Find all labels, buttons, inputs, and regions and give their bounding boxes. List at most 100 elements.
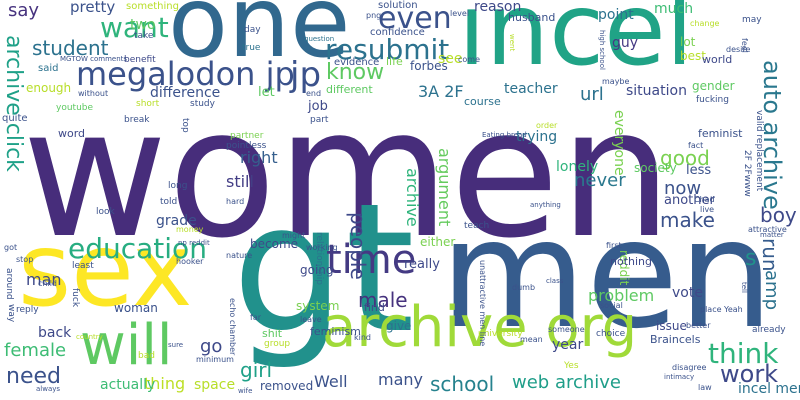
- word-teacher: teacher: [504, 81, 558, 97]
- word-actually: actually: [100, 377, 156, 393]
- word-life: life: [386, 55, 403, 68]
- word-attractive: attractive: [748, 225, 787, 234]
- word-3a-2f: 3A 2F: [418, 82, 464, 101]
- word-break: break: [124, 115, 150, 125]
- word-pointless: pointless: [226, 141, 267, 151]
- word-leave: leave: [300, 315, 322, 324]
- word-everyone: everyone: [611, 110, 627, 176]
- word-jp: jp: [290, 55, 322, 95]
- word-disagree: disagree: [672, 363, 707, 372]
- word-confidence: confidence: [370, 27, 425, 38]
- word-will: will: [80, 313, 173, 378]
- word-man: man: [26, 270, 62, 289]
- word-job: job: [308, 99, 328, 114]
- word-law: law: [698, 383, 712, 392]
- word-make: make: [660, 208, 715, 232]
- word-work: work: [720, 360, 779, 388]
- word-thing: thing: [144, 374, 186, 393]
- word-end: end: [306, 89, 322, 98]
- word-take: take: [134, 31, 154, 41]
- word-place: place: [700, 305, 722, 314]
- word-space: space: [194, 377, 236, 393]
- word-high-school: high school: [598, 30, 606, 70]
- word-men: men: [440, 188, 774, 362]
- word-male: male: [358, 288, 408, 312]
- word-youtube: youtube: [56, 103, 94, 113]
- word-give: give: [386, 319, 412, 333]
- word-anything: anything: [530, 201, 561, 209]
- word-partner: partner: [230, 131, 264, 141]
- word-long: long: [168, 181, 188, 191]
- word-gender: gender: [692, 79, 735, 93]
- word-never: never: [574, 170, 626, 191]
- word-vote: vote: [672, 285, 703, 301]
- word-archive-org: archive org: [322, 295, 638, 360]
- word-class: class: [546, 277, 564, 285]
- word-nothing: nothing: [610, 255, 652, 268]
- word-stop: stop: [16, 255, 34, 264]
- word-maybe: maybe: [602, 77, 630, 86]
- word-pretty: pretty: [70, 0, 116, 16]
- word-reply: reply: [16, 305, 39, 315]
- word-many: many: [378, 370, 423, 389]
- word-something: something: [126, 1, 179, 12]
- word-auto-archive: auto archive: [758, 60, 786, 210]
- word-yes: Yes: [564, 361, 579, 371]
- word-going: going: [300, 263, 334, 277]
- word-went: went: [508, 34, 516, 52]
- word-trying: trying: [516, 129, 558, 145]
- word-megalodon-jp: megalodon jp: [76, 55, 295, 93]
- word-np-reddit: np reddit: [178, 239, 210, 247]
- word-part: part: [310, 115, 329, 125]
- word-already: already: [752, 325, 786, 335]
- word-top: top: [180, 118, 190, 133]
- word-eating-bread: Eating bread: [482, 131, 527, 139]
- word-resubmit: resubmit: [325, 33, 450, 66]
- word-feminist: feminist: [698, 127, 743, 140]
- word-lot: lot: [680, 35, 696, 49]
- word-boy: boy: [760, 203, 797, 227]
- word-fact: fact: [688, 141, 704, 150]
- word-feminism: feminism: [310, 325, 361, 338]
- word-child: child: [38, 279, 57, 288]
- word-matter: matter: [760, 231, 784, 239]
- word-course: course: [464, 95, 501, 108]
- word-teach: teach: [464, 221, 490, 231]
- word-gt: gt: [232, 165, 415, 372]
- word-incel: incel: [458, 0, 694, 88]
- word-s: s: [745, 246, 757, 271]
- word-go: go: [200, 336, 223, 357]
- word-issue: issue: [656, 319, 687, 333]
- word-less: less: [686, 163, 712, 178]
- word-back: back: [38, 325, 72, 341]
- word-forbes: forbes: [410, 59, 448, 73]
- word-social: social: [600, 301, 623, 310]
- word-come: come: [458, 55, 481, 64]
- word-well: Well: [314, 372, 348, 391]
- word-right: right: [240, 148, 278, 167]
- word-mgtow-comments: MGTOW comments: [60, 55, 128, 63]
- word-hooker: hooker: [176, 257, 204, 266]
- word-word: word: [58, 127, 86, 140]
- word-study: study: [190, 99, 215, 109]
- word-got: got: [4, 243, 18, 252]
- word-removed: removed: [260, 379, 314, 393]
- word-feel: feel: [740, 38, 749, 53]
- word-reddit: reddit: [617, 250, 631, 286]
- word-even: even: [378, 1, 452, 36]
- word-solution: solution: [378, 0, 418, 11]
- word-still: still: [226, 172, 254, 191]
- word-desire: desire: [726, 45, 751, 54]
- word-money: money: [176, 225, 204, 234]
- word-dumb: dumb: [512, 283, 536, 292]
- word-know: know: [326, 60, 385, 85]
- word-minimum: minimum: [196, 355, 234, 364]
- word-without: without: [78, 89, 109, 98]
- word-people: people: [346, 212, 370, 280]
- word-way: way: [6, 304, 16, 323]
- word-girl: girl: [240, 358, 273, 382]
- word-mean: mean: [520, 335, 543, 344]
- word-point: point: [598, 7, 634, 23]
- word-sex: sex: [18, 211, 193, 330]
